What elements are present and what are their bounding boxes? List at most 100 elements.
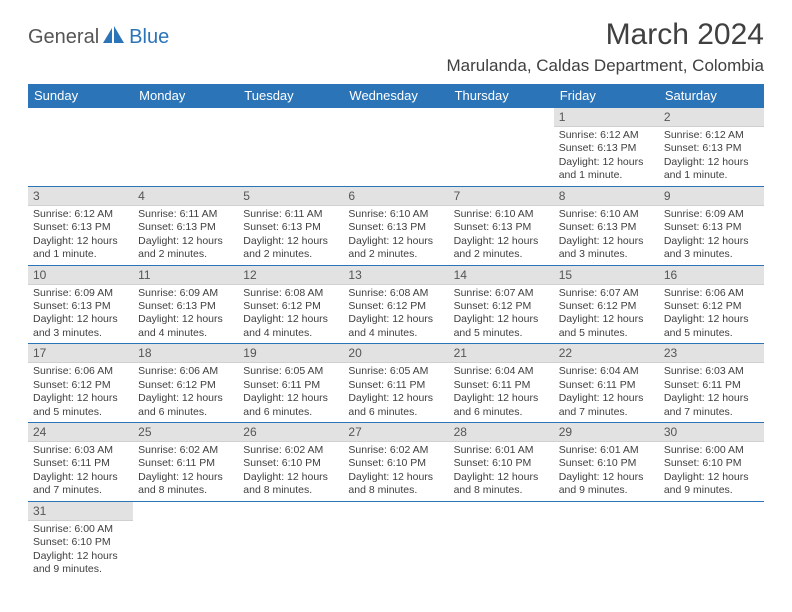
sunrise-text: Sunrise: 6:07 AM xyxy=(454,287,549,300)
calendar-cell: 4Sunrise: 6:11 AMSunset: 6:13 PMDaylight… xyxy=(133,186,238,265)
sunrise-text: Sunrise: 6:10 AM xyxy=(559,208,654,221)
day-details: Sunrise: 6:10 AMSunset: 6:13 PMDaylight:… xyxy=(449,206,554,265)
calendar-cell: 11Sunrise: 6:09 AMSunset: 6:13 PMDayligh… xyxy=(133,265,238,344)
calendar-cell: 16Sunrise: 6:06 AMSunset: 6:12 PMDayligh… xyxy=(659,265,764,344)
calendar-cell: 20Sunrise: 6:05 AMSunset: 6:11 PMDayligh… xyxy=(343,344,448,423)
day-details: Sunrise: 6:03 AMSunset: 6:11 PMDaylight:… xyxy=(28,442,133,501)
calendar-cell: 25Sunrise: 6:02 AMSunset: 6:11 PMDayligh… xyxy=(133,423,238,502)
sunset-text: Sunset: 6:10 PM xyxy=(664,457,759,470)
sunrise-text: Sunrise: 6:00 AM xyxy=(33,523,128,536)
calendar-cell: 30Sunrise: 6:00 AMSunset: 6:10 PMDayligh… xyxy=(659,423,764,502)
daylight-line1: Daylight: 12 hours xyxy=(33,550,128,563)
sunrise-text: Sunrise: 6:06 AM xyxy=(33,365,128,378)
day-details: Sunrise: 6:10 AMSunset: 6:13 PMDaylight:… xyxy=(343,206,448,265)
calendar-cell: 10Sunrise: 6:09 AMSunset: 6:13 PMDayligh… xyxy=(28,265,133,344)
daylight-line1: Daylight: 12 hours xyxy=(243,392,338,405)
day-number: 4 xyxy=(133,187,238,206)
day-number: 21 xyxy=(449,344,554,363)
day-number: 31 xyxy=(28,502,133,521)
daylight-line1: Daylight: 12 hours xyxy=(243,471,338,484)
daylight-line2: and 6 minutes. xyxy=(243,406,338,419)
daylight-line1: Daylight: 12 hours xyxy=(138,235,233,248)
calendar-cell: 31Sunrise: 6:00 AMSunset: 6:10 PMDayligh… xyxy=(28,501,133,579)
day-number: 10 xyxy=(28,266,133,285)
calendar-cell: 26Sunrise: 6:02 AMSunset: 6:10 PMDayligh… xyxy=(238,423,343,502)
calendar-cell: 27Sunrise: 6:02 AMSunset: 6:10 PMDayligh… xyxy=(343,423,448,502)
daylight-line2: and 6 minutes. xyxy=(348,406,443,419)
calendar-week-row: 17Sunrise: 6:06 AMSunset: 6:12 PMDayligh… xyxy=(28,344,764,423)
day-details: Sunrise: 6:01 AMSunset: 6:10 PMDaylight:… xyxy=(554,442,659,501)
calendar-cell: 1Sunrise: 6:12 AMSunset: 6:13 PMDaylight… xyxy=(554,108,659,187)
sunset-text: Sunset: 6:13 PM xyxy=(664,221,759,234)
day-number: 2 xyxy=(659,108,764,127)
calendar-cell: 9Sunrise: 6:09 AMSunset: 6:13 PMDaylight… xyxy=(659,186,764,265)
daylight-line2: and 3 minutes. xyxy=(33,327,128,340)
day-details: Sunrise: 6:11 AMSunset: 6:13 PMDaylight:… xyxy=(133,206,238,265)
sunrise-text: Sunrise: 6:03 AM xyxy=(33,444,128,457)
calendar-cell: 2Sunrise: 6:12 AMSunset: 6:13 PMDaylight… xyxy=(659,108,764,187)
day-details: Sunrise: 6:04 AMSunset: 6:11 PMDaylight:… xyxy=(449,363,554,422)
sunrise-text: Sunrise: 6:03 AM xyxy=(664,365,759,378)
day-details: Sunrise: 6:06 AMSunset: 6:12 PMDaylight:… xyxy=(659,285,764,344)
daylight-line1: Daylight: 12 hours xyxy=(559,235,654,248)
sunrise-text: Sunrise: 6:04 AM xyxy=(559,365,654,378)
sunset-text: Sunset: 6:13 PM xyxy=(138,221,233,234)
sunset-text: Sunset: 6:12 PM xyxy=(454,300,549,313)
calendar-cell: 12Sunrise: 6:08 AMSunset: 6:12 PMDayligh… xyxy=(238,265,343,344)
day-details: Sunrise: 6:03 AMSunset: 6:11 PMDaylight:… xyxy=(659,363,764,422)
calendar-cell xyxy=(238,108,343,187)
daylight-line1: Daylight: 12 hours xyxy=(348,313,443,326)
sunset-text: Sunset: 6:13 PM xyxy=(33,221,128,234)
sunset-text: Sunset: 6:12 PM xyxy=(559,300,654,313)
day-number: 11 xyxy=(133,266,238,285)
calendar-cell xyxy=(238,501,343,579)
day-number: 13 xyxy=(343,266,448,285)
sunset-text: Sunset: 6:13 PM xyxy=(559,142,654,155)
daylight-line2: and 9 minutes. xyxy=(664,484,759,497)
daylight-line1: Daylight: 12 hours xyxy=(664,313,759,326)
sunset-text: Sunset: 6:13 PM xyxy=(243,221,338,234)
day-number: 12 xyxy=(238,266,343,285)
calendar-cell: 19Sunrise: 6:05 AMSunset: 6:11 PMDayligh… xyxy=(238,344,343,423)
daylight-line2: and 2 minutes. xyxy=(243,248,338,261)
day-details: Sunrise: 6:05 AMSunset: 6:11 PMDaylight:… xyxy=(238,363,343,422)
day-details: Sunrise: 6:11 AMSunset: 6:13 PMDaylight:… xyxy=(238,206,343,265)
daylight-line1: Daylight: 12 hours xyxy=(138,313,233,326)
calendar-cell: 13Sunrise: 6:08 AMSunset: 6:12 PMDayligh… xyxy=(343,265,448,344)
day-number: 14 xyxy=(449,266,554,285)
sunset-text: Sunset: 6:12 PM xyxy=(664,300,759,313)
sunrise-text: Sunrise: 6:02 AM xyxy=(243,444,338,457)
day-number: 25 xyxy=(133,423,238,442)
day-number: 24 xyxy=(28,423,133,442)
daylight-line2: and 4 minutes. xyxy=(348,327,443,340)
calendar-cell xyxy=(133,108,238,187)
logo-text-general: General xyxy=(28,26,99,49)
sunset-text: Sunset: 6:11 PM xyxy=(348,379,443,392)
daylight-line1: Daylight: 12 hours xyxy=(559,471,654,484)
day-details: Sunrise: 6:05 AMSunset: 6:11 PMDaylight:… xyxy=(343,363,448,422)
daylight-line2: and 5 minutes. xyxy=(33,406,128,419)
sunrise-text: Sunrise: 6:01 AM xyxy=(454,444,549,457)
calendar-cell: 23Sunrise: 6:03 AMSunset: 6:11 PMDayligh… xyxy=(659,344,764,423)
sunset-text: Sunset: 6:11 PM xyxy=(138,457,233,470)
daylight-line2: and 2 minutes. xyxy=(454,248,549,261)
day-number: 20 xyxy=(343,344,448,363)
day-details: Sunrise: 6:02 AMSunset: 6:11 PMDaylight:… xyxy=(133,442,238,501)
calendar-cell: 5Sunrise: 6:11 AMSunset: 6:13 PMDaylight… xyxy=(238,186,343,265)
calendar-cell xyxy=(343,501,448,579)
daylight-line1: Daylight: 12 hours xyxy=(454,471,549,484)
calendar-cell: 21Sunrise: 6:04 AMSunset: 6:11 PMDayligh… xyxy=(449,344,554,423)
weekday-header: Tuesday xyxy=(238,84,343,108)
sunrise-text: Sunrise: 6:12 AM xyxy=(33,208,128,221)
calendar-cell: 24Sunrise: 6:03 AMSunset: 6:11 PMDayligh… xyxy=(28,423,133,502)
day-number: 17 xyxy=(28,344,133,363)
logo: General Blue xyxy=(28,26,169,49)
day-details: Sunrise: 6:09 AMSunset: 6:13 PMDaylight:… xyxy=(659,206,764,265)
sunrise-text: Sunrise: 6:08 AM xyxy=(243,287,338,300)
daylight-line1: Daylight: 12 hours xyxy=(138,392,233,405)
daylight-line2: and 5 minutes. xyxy=(559,327,654,340)
daylight-line2: and 8 minutes. xyxy=(454,484,549,497)
day-details: Sunrise: 6:12 AMSunset: 6:13 PMDaylight:… xyxy=(28,206,133,265)
logo-text-blue: Blue xyxy=(129,26,169,49)
calendar-cell: 22Sunrise: 6:04 AMSunset: 6:11 PMDayligh… xyxy=(554,344,659,423)
